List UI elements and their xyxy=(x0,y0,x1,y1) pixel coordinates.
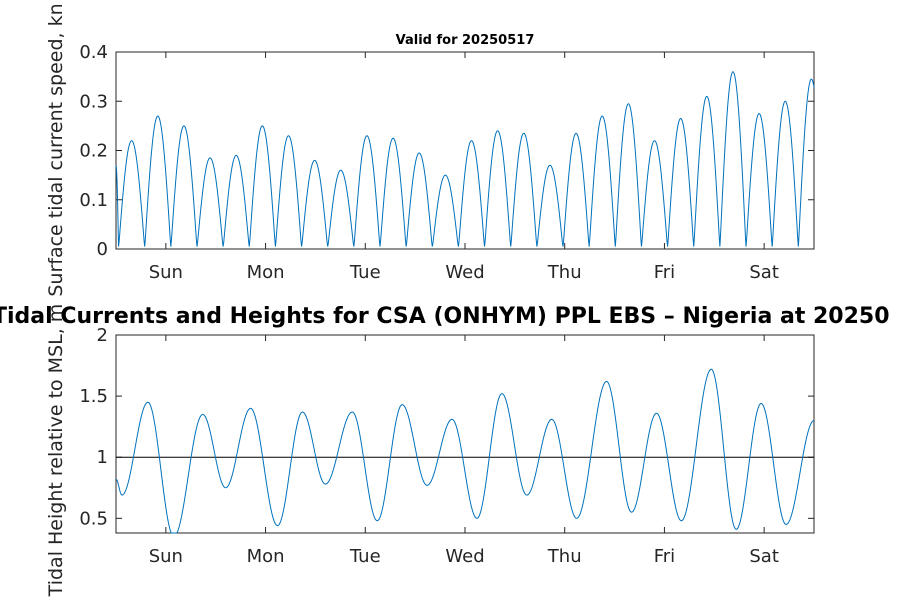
current-axes-frame xyxy=(115,51,815,250)
y-tick-label: 2 xyxy=(97,325,108,346)
height-axes-frame xyxy=(115,334,815,534)
x-tick-label-sun: Sun xyxy=(149,546,183,567)
x-tick-label-fri: Fri xyxy=(654,262,675,283)
y-tick-label: 0.1 xyxy=(79,190,108,211)
y-tick-label: 0.5 xyxy=(79,508,108,529)
y-tick-label: 0.3 xyxy=(79,91,108,112)
x-tick-label-sat: Sat xyxy=(749,546,779,567)
current-y-axis-label: Surface tidal current speed, kn xyxy=(45,3,67,296)
height-x-ticks: Sun Mon Tue Wed Thu Fri Sat xyxy=(149,335,779,567)
current-speed-panel: 0 0.1 0.2 0.3 0.4 Sun Mon Tue Wed Thu Fri Sat Vali… xyxy=(45,3,815,297)
figure-title: Tidal Currents and Heights for CSA (ONHY… xyxy=(0,304,890,329)
x-tick-label-mon: Mon xyxy=(247,546,285,567)
current-y-ticks: 0 0.1 0.2 0.3 0.4 xyxy=(79,42,814,260)
current-x-ticks: Sun Mon Tue Wed Thu Fri Sat xyxy=(149,52,779,283)
y-tick-label: 0.2 xyxy=(79,141,108,162)
x-tick-label-fri: Fri xyxy=(654,546,675,567)
x-tick-label-sat: Sat xyxy=(749,262,779,283)
x-tick-label-tue: Tue xyxy=(349,546,381,567)
y-tick-label: 1 xyxy=(97,447,108,468)
current-speed-line xyxy=(115,71,815,247)
height-y-ticks: 0.5 1 1.5 2 xyxy=(79,325,814,529)
x-tick-label-tue: Tue xyxy=(349,262,381,283)
tide-height-panel: 0.5 1 1.5 2 Sun Mon Tue Wed Thu Fri Sat Tidal Hei… xyxy=(45,304,815,598)
x-tick-label-wed: Wed xyxy=(445,262,484,283)
height-y-axis-label: Tidal Height relative to MSL, m xyxy=(45,304,67,598)
x-tick-label-thu: Thu xyxy=(547,262,582,283)
y-tick-label: 0 xyxy=(97,239,108,260)
x-tick-label-thu: Thu xyxy=(547,546,582,567)
x-tick-label-wed: Wed xyxy=(445,546,484,567)
y-tick-label: 0.4 xyxy=(79,42,108,63)
y-tick-label: 1.5 xyxy=(79,386,108,407)
current-chart-title: Valid for 20250517 xyxy=(396,33,535,48)
tide-height-line xyxy=(115,368,815,534)
x-tick-label-mon: Mon xyxy=(247,262,285,283)
x-tick-label-sun: Sun xyxy=(149,262,183,283)
